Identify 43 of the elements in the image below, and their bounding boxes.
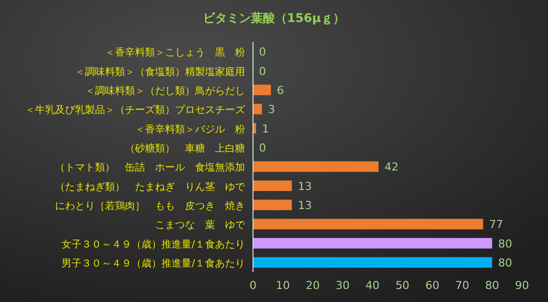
x-tick-label: 50 [395,279,410,292]
data-label: 1 [262,122,269,136]
data-label: 6 [276,84,284,97]
data-label: 80 [498,237,512,250]
bar [253,180,292,192]
x-tick-label: 40 [366,279,380,292]
data-label: 13 [298,180,312,193]
bar [253,104,262,114]
data-label: 0 [259,141,266,154]
bar [253,238,492,249]
y-tick-label: ＜調味料類＞（だし類）鳥がらだし [85,84,245,97]
data-label: 3 [268,103,275,116]
y-tick-label: ＜香辛料類＞バジル 粉 [135,123,245,136]
x-tick-label: 30 [336,279,350,292]
y-tick-label: にわとり［若鶏肉］ もも 皮つき 焼き [55,200,245,212]
x-tick-label: 0 [250,279,256,292]
x-tick-label: 20 [306,279,320,292]
bar [253,200,292,210]
bar [253,84,271,96]
data-label: 77 [489,218,504,232]
y-tick-label: ＜牛乳及び乳製品＞（チーズ類）プロセスチーズ [25,104,246,116]
y-tick-label: 女子３０～４９（歳）推進量/１食あたり [62,238,245,250]
y-tick-label: （トマト類） 缶詰 ホール 食塩無添加 [55,162,245,174]
bar [253,218,484,230]
data-label: 0 [259,64,266,78]
data-label: 13 [298,198,312,212]
x-tick-label: 90 [515,279,529,292]
y-tick-label: 男子３０～４９（歳）推進量/１食あたり [62,257,245,270]
bar [253,257,492,268]
data-label: 42 [384,160,399,174]
bar [253,161,379,172]
y-tick-label: （砂糖類） 車糖 上白糖 [125,142,245,154]
y-tick-label: こまつな 葉 ゆで [155,219,246,232]
data-label: 0 [259,46,266,59]
y-tick-label: （たまねぎ類） たまねぎ りん茎 ゆで [55,180,246,193]
y-tick-label: ＜調味料類＞（食塩類）精製塩家庭用 [75,66,245,78]
x-tick-label: 10 [276,279,290,292]
data-label: 80 [498,256,512,270]
x-tick-label: 80 [485,279,500,292]
x-tick-label: 70 [455,279,470,292]
chart-title: ビタミン葉酸（156μｇ） [203,11,345,25]
y-tick-label: ＜香辛料類＞こしょう 黒 粉 [105,46,245,59]
x-tick-label: 60 [425,279,440,292]
